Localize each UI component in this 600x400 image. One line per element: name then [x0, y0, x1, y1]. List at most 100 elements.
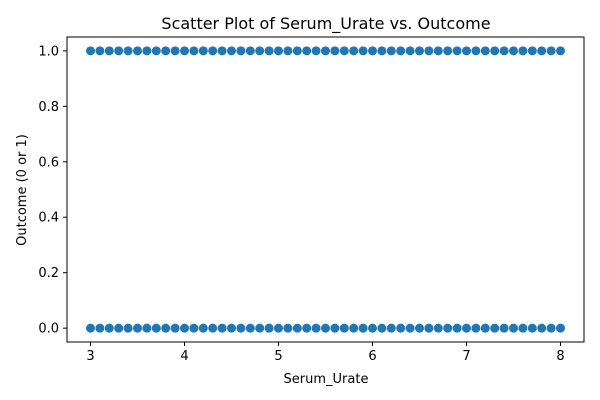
data-point — [396, 46, 406, 56]
data-point — [339, 323, 349, 333]
data-point — [217, 46, 227, 56]
x-tick-label: 6 — [368, 349, 376, 364]
data-point — [452, 323, 462, 333]
data-point — [255, 323, 265, 333]
data-point — [490, 323, 500, 333]
data-point — [170, 323, 180, 333]
data-point — [236, 323, 246, 333]
x-tick-label: 7 — [462, 349, 470, 364]
data-point — [433, 46, 443, 56]
data-point — [368, 323, 377, 333]
data-point — [546, 46, 556, 56]
y-tick-label: 0.0 — [38, 322, 59, 337]
y-tick-label: 0.4 — [38, 211, 59, 226]
y-tick-label: 1.0 — [38, 44, 59, 59]
data-point — [556, 46, 565, 56]
data-point — [424, 323, 434, 333]
x-tick-label: 8 — [556, 349, 564, 364]
data-point — [208, 323, 218, 333]
data-point — [283, 46, 293, 56]
y-axis-label: Outcome (0 or 1) — [15, 134, 30, 246]
x-tick-label: 5 — [274, 349, 282, 364]
data-point — [452, 46, 462, 56]
data-point — [189, 46, 199, 56]
data-point — [133, 46, 142, 56]
data-point — [180, 46, 189, 56]
data-point — [471, 46, 481, 56]
data-point — [86, 323, 95, 333]
data-point — [471, 323, 481, 333]
data-point — [264, 46, 274, 56]
data-point — [114, 323, 124, 333]
data-point — [546, 323, 556, 333]
data-point — [358, 46, 368, 56]
data-point — [95, 46, 105, 56]
data-point — [161, 46, 171, 56]
data-point — [415, 46, 424, 56]
y-tick-label: 0.2 — [38, 266, 59, 281]
data-point — [274, 323, 283, 333]
data-point — [330, 46, 340, 56]
data-point — [274, 46, 283, 56]
data-point — [292, 46, 302, 56]
data-point — [480, 46, 490, 56]
data-point — [227, 46, 236, 56]
data-point — [151, 323, 161, 333]
data-point — [358, 323, 368, 333]
data-point — [123, 323, 133, 333]
data-point — [443, 323, 453, 333]
data-point — [518, 46, 528, 56]
data-point — [217, 323, 227, 333]
y-tick-label: 0.8 — [38, 100, 59, 115]
data-point — [499, 323, 509, 333]
data-point — [377, 323, 387, 333]
data-point — [255, 46, 265, 56]
y-tick-label: 0.6 — [38, 155, 59, 170]
data-point — [405, 46, 415, 56]
data-point — [245, 323, 255, 333]
data-point — [518, 323, 528, 333]
data-point — [349, 323, 359, 333]
data-point — [151, 46, 161, 56]
data-point — [180, 323, 189, 333]
data-point — [415, 323, 424, 333]
data-point — [339, 46, 349, 56]
chart-title: Scatter Plot of Serum_Urate vs. Outcome — [161, 14, 490, 34]
data-point — [133, 323, 142, 333]
y-axis-ticks: 0.0 0.2 0.4 0.6 0.8 1.0 — [38, 44, 67, 337]
plot-frame — [66, 36, 585, 343]
data-point — [443, 46, 453, 56]
data-point — [480, 323, 490, 333]
data-point — [462, 46, 471, 56]
data-point — [302, 323, 312, 333]
data-point — [114, 46, 124, 56]
data-point — [264, 323, 274, 333]
data-point — [462, 323, 471, 333]
x-tick-label: 3 — [86, 349, 94, 364]
data-point — [245, 46, 255, 56]
data-point — [198, 46, 208, 56]
data-point — [292, 323, 302, 333]
data-point — [161, 323, 171, 333]
data-point — [396, 323, 406, 333]
data-point — [527, 323, 537, 333]
data-point — [142, 46, 152, 56]
data-point — [349, 46, 359, 56]
data-point — [537, 323, 547, 333]
x-axis-ticks: 3 4 5 6 7 8 — [86, 342, 565, 364]
data-point — [236, 46, 246, 56]
data-point — [330, 323, 340, 333]
data-point — [189, 323, 199, 333]
data-point — [405, 323, 415, 333]
data-point — [104, 323, 114, 333]
data-point — [499, 46, 509, 56]
data-point — [509, 46, 518, 56]
data-point — [283, 323, 293, 333]
data-point — [104, 46, 114, 56]
data-point — [311, 46, 321, 56]
data-point — [170, 46, 180, 56]
data-point — [198, 323, 208, 333]
